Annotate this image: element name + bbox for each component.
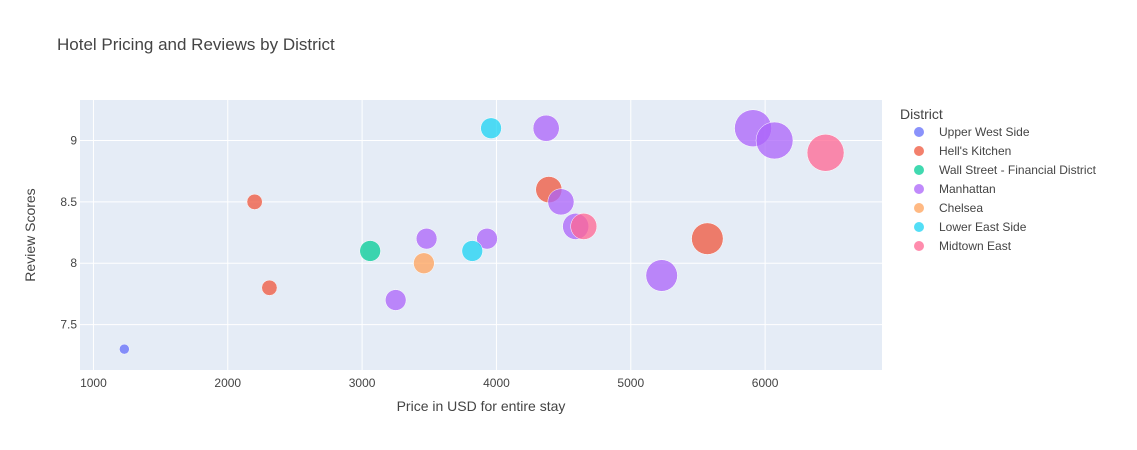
legend-label: Chelsea bbox=[939, 201, 983, 215]
y-tick-label: 9 bbox=[70, 134, 77, 148]
data-point[interactable] bbox=[691, 222, 724, 255]
legend-marker bbox=[914, 127, 924, 137]
data-point[interactable] bbox=[755, 121, 794, 160]
data-point[interactable] bbox=[476, 228, 498, 250]
legend-item[interactable]: Upper West Side bbox=[914, 125, 1030, 139]
data-point[interactable] bbox=[413, 252, 435, 274]
x-tick-label: 5000 bbox=[617, 376, 644, 390]
legend-marker bbox=[914, 241, 924, 251]
data-point[interactable] bbox=[547, 188, 575, 216]
x-tick-label: 1000 bbox=[80, 376, 107, 390]
legend-marker bbox=[914, 165, 924, 175]
data-point[interactable] bbox=[119, 343, 130, 355]
legend-item[interactable]: Lower East Side bbox=[914, 220, 1027, 234]
legend-label: Hell's Kitchen bbox=[939, 144, 1011, 158]
data-point[interactable] bbox=[645, 259, 678, 292]
legend-marker bbox=[914, 184, 924, 194]
data-point[interactable] bbox=[385, 289, 407, 311]
legend-item[interactable]: Chelsea bbox=[914, 201, 983, 215]
legend-marker bbox=[914, 146, 924, 156]
axis-ticks: 1000 2000 3000 4000 5000 6000 7.5 8 8.5 9 bbox=[60, 134, 778, 391]
legend-marker bbox=[914, 222, 924, 232]
chart-title: Hotel Pricing and Reviews by District bbox=[57, 35, 335, 54]
x-axis-title: Price in USD for entire stay bbox=[397, 398, 566, 414]
y-tick-label: 8 bbox=[70, 256, 77, 270]
data-point[interactable] bbox=[261, 279, 278, 296]
legend-label: Lower East Side bbox=[939, 220, 1027, 234]
legend-marker bbox=[914, 203, 924, 213]
legend-item[interactable]: Midtown East bbox=[914, 239, 1012, 253]
y-axis-title: Review Scores bbox=[22, 188, 38, 281]
x-tick-label: 4000 bbox=[483, 376, 510, 390]
data-point[interactable] bbox=[570, 213, 598, 240]
data-point[interactable] bbox=[359, 240, 381, 262]
x-tick-label: 6000 bbox=[752, 376, 779, 390]
data-point[interactable] bbox=[480, 117, 502, 139]
data-point[interactable] bbox=[246, 193, 263, 210]
legend-label: Manhattan bbox=[939, 182, 996, 196]
x-tick-label: 3000 bbox=[349, 376, 376, 390]
data-point[interactable] bbox=[415, 228, 438, 250]
legend-label: Upper West Side bbox=[939, 125, 1030, 139]
data-point[interactable] bbox=[461, 240, 483, 262]
data-point[interactable] bbox=[532, 114, 560, 142]
legend[interactable]: District Upper West Side Hell's Kitchen Wa… bbox=[900, 106, 1097, 253]
data-point[interactable] bbox=[806, 134, 845, 172]
legend-label: Wall Street - Financial District bbox=[939, 163, 1097, 177]
x-tick-label: 2000 bbox=[214, 376, 241, 390]
legend-label: Midtown East bbox=[939, 239, 1012, 253]
y-tick-label: 7.5 bbox=[60, 318, 77, 332]
legend-title: District bbox=[900, 106, 943, 122]
data-points bbox=[119, 109, 845, 355]
legend-item[interactable]: Hell's Kitchen bbox=[914, 144, 1011, 158]
y-tick-label: 8.5 bbox=[60, 195, 77, 209]
legend-item[interactable]: Manhattan bbox=[914, 182, 996, 196]
legend-item[interactable]: Wall Street - Financial District bbox=[914, 163, 1097, 177]
